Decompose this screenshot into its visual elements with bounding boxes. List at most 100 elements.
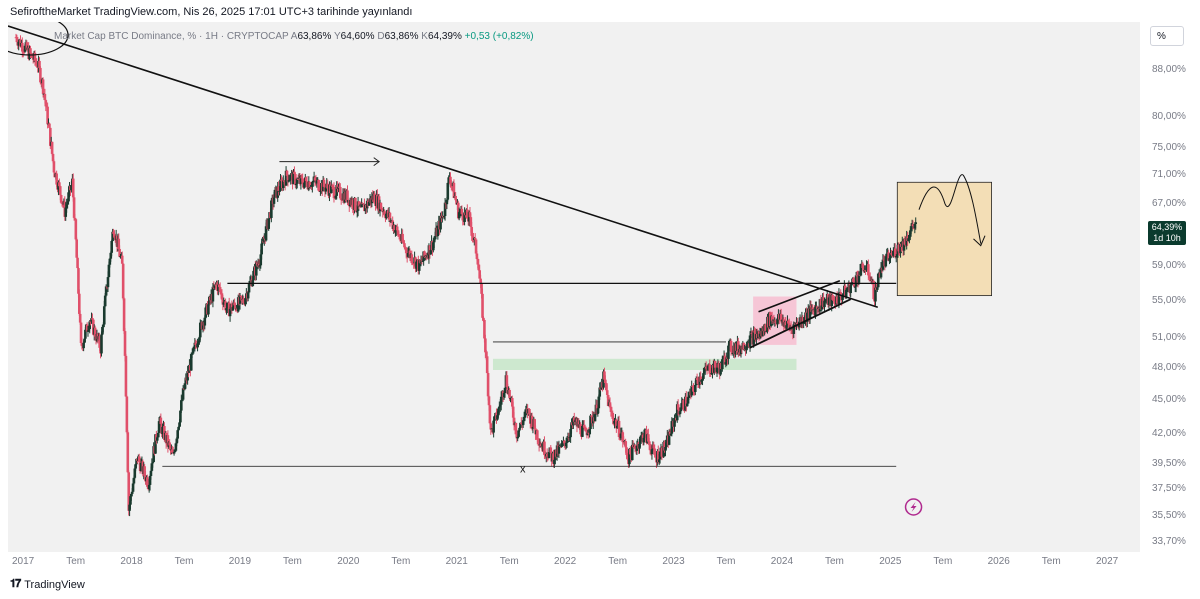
candle-body: [598, 387, 602, 397]
candle-body: [198, 337, 201, 343]
candle-body: [180, 399, 184, 401]
percent-scale-button[interactable]: %: [1150, 26, 1184, 46]
candle-body: [175, 438, 179, 444]
candle-body: [252, 270, 255, 281]
candle-body: [537, 442, 541, 446]
candle-body: [150, 463, 154, 471]
candle-body: [236, 297, 240, 312]
candle-body: [156, 432, 160, 438]
candle-body: [73, 217, 77, 220]
candle-body: [497, 408, 500, 416]
x-axis-tick-label: 2027: [1096, 556, 1119, 567]
candle-body: [604, 379, 607, 384]
candle-body: [388, 212, 392, 221]
candle-body: [505, 375, 509, 388]
chart-area[interactable]: x: [8, 22, 1140, 552]
candle-body: [596, 408, 600, 414]
x-axis-tick-label: 2026: [987, 556, 1010, 567]
candle-body: [197, 342, 200, 344]
candle-body: [48, 123, 51, 128]
candle-body: [423, 251, 426, 257]
candle-body: [648, 444, 652, 451]
candle-body: [861, 263, 865, 269]
candle-body: [617, 420, 621, 437]
candle-body: [311, 180, 315, 183]
candle-body: [157, 421, 161, 433]
candle-body: [246, 292, 250, 299]
candle-body: [46, 106, 49, 125]
price-chart[interactable]: x: [8, 22, 1140, 552]
candle-body: [329, 185, 333, 194]
candle-body: [624, 441, 627, 448]
candle-body: [189, 354, 193, 371]
candle-body: [622, 442, 626, 444]
candle-body: [308, 181, 311, 189]
candle-body: [654, 454, 657, 458]
candle-body: [914, 222, 918, 224]
candle-body: [452, 182, 456, 198]
candle-body: [120, 255, 124, 264]
candle-body: [481, 293, 484, 318]
candle-body: [785, 325, 788, 329]
candle-body: [221, 299, 225, 305]
candle-body: [59, 195, 63, 203]
candle-body: [143, 466, 146, 476]
candle-body: [502, 393, 506, 398]
candle-body: [493, 416, 496, 421]
candle-body: [21, 42, 24, 52]
candle-body: [17, 41, 21, 46]
candle-body: [486, 372, 490, 397]
candle-body: [98, 336, 101, 348]
candle-body: [761, 328, 765, 337]
candle-body: [882, 259, 886, 261]
candle-body: [547, 452, 551, 459]
candle-body: [667, 432, 671, 445]
candle-body: [270, 200, 273, 218]
candle-body: [299, 176, 303, 185]
candle-body: [887, 252, 890, 261]
candle-body: [415, 261, 418, 269]
candle-body: [593, 414, 597, 422]
tradingview-logo[interactable]: 𝟏𝟕 TradingView: [10, 578, 85, 591]
y-axis-tick-label: 71,00%: [1152, 169, 1186, 181]
candle-body: [461, 213, 465, 221]
candle-body: [258, 265, 262, 267]
candle-body: [108, 258, 112, 265]
candle-body: [192, 346, 196, 349]
candle-body: [889, 253, 892, 259]
candle-body: [324, 187, 328, 192]
candle-body: [176, 430, 179, 439]
candle-body: [468, 212, 472, 218]
candle-body: [134, 464, 137, 469]
candle-body: [50, 141, 54, 154]
candle-body: [824, 300, 828, 302]
candle-body: [23, 45, 27, 52]
candle-body: [87, 328, 91, 331]
candle-body: [780, 320, 784, 322]
candle-body: [151, 462, 155, 464]
candle-body: [191, 348, 195, 354]
candle-body: [340, 199, 344, 201]
candle-body: [64, 207, 68, 217]
candle-body: [233, 302, 236, 306]
candle-body: [621, 432, 625, 443]
candle-body: [319, 190, 322, 192]
candle-body: [474, 239, 478, 254]
candle-body: [146, 477, 149, 487]
candle-body: [77, 268, 80, 294]
x-axis-tick-label: Tem: [283, 556, 302, 567]
candle-body: [680, 402, 684, 410]
candle-body: [703, 366, 707, 372]
candle-body: [522, 417, 526, 421]
candle-body: [238, 295, 242, 304]
candle-body: [29, 48, 32, 54]
candle-body: [899, 243, 902, 254]
candle-body: [70, 184, 73, 191]
candle-body: [859, 264, 863, 276]
candle-body: [884, 256, 888, 267]
candle-body: [729, 340, 733, 352]
candle-body: [83, 338, 86, 343]
candle-body: [139, 462, 143, 472]
candle-body: [483, 319, 486, 339]
candle-body: [222, 302, 226, 305]
